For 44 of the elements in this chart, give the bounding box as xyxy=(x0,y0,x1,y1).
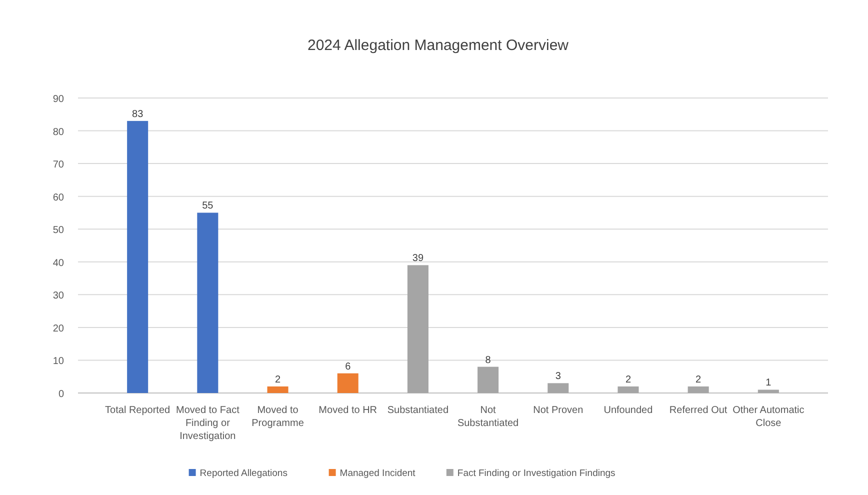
data-label: 3 xyxy=(555,371,562,382)
data-label: 2 xyxy=(625,374,632,386)
y-tick-label: 0 xyxy=(58,389,64,400)
data-label: 39 xyxy=(412,253,424,264)
bar xyxy=(407,265,428,393)
legend-label: Fact Finding or Investigation Findings xyxy=(457,468,616,479)
data-label: 1 xyxy=(766,378,772,389)
x-tick-label: Moved to HR xyxy=(318,405,378,416)
bar xyxy=(618,386,639,393)
data-label: 2 xyxy=(696,374,702,386)
y-tick-label: 30 xyxy=(52,290,64,302)
chart-title: 2024 Allegation Management Overview xyxy=(308,37,569,54)
bar xyxy=(548,383,569,393)
x-tick-label: Other Automatic Close xyxy=(732,405,804,429)
legend-label: Reported Allegations xyxy=(200,468,288,479)
y-tick-label: 40 xyxy=(52,258,64,269)
bar xyxy=(267,386,288,393)
bar xyxy=(758,390,779,393)
y-tick-label: 20 xyxy=(52,323,64,334)
y-tick-label: 90 xyxy=(52,94,64,105)
bar xyxy=(197,212,218,393)
data-label: 83 xyxy=(132,108,144,120)
x-tick-label: Unfounded xyxy=(604,405,653,416)
x-tick-label: Not Substantiated xyxy=(457,405,519,429)
bar xyxy=(478,366,499,393)
y-tick-label: 50 xyxy=(52,225,64,236)
bar xyxy=(688,386,709,393)
bar xyxy=(127,120,148,393)
y-tick-label: 80 xyxy=(52,126,64,138)
x-tick-label: Moved to Fact Finding or Investigation xyxy=(176,405,240,442)
x-tick-label: Not Proven xyxy=(533,405,584,416)
x-tick-label: Moved to Programme xyxy=(252,405,304,429)
data-label: 6 xyxy=(345,361,352,372)
x-tick-label: Referred Out xyxy=(669,405,728,416)
x-tick-label: Substantiated xyxy=(387,405,449,416)
data-label: 8 xyxy=(485,354,492,366)
legend-label: Managed Incident xyxy=(340,468,416,479)
bar xyxy=(337,373,358,393)
data-label: 55 xyxy=(202,200,214,212)
y-tick-label: 10 xyxy=(52,356,64,368)
x-tick-label: Total Reported xyxy=(105,405,170,416)
y-tick-label: 60 xyxy=(52,192,64,204)
data-label: 2 xyxy=(274,374,281,386)
y-tick-label: 70 xyxy=(52,160,64,171)
